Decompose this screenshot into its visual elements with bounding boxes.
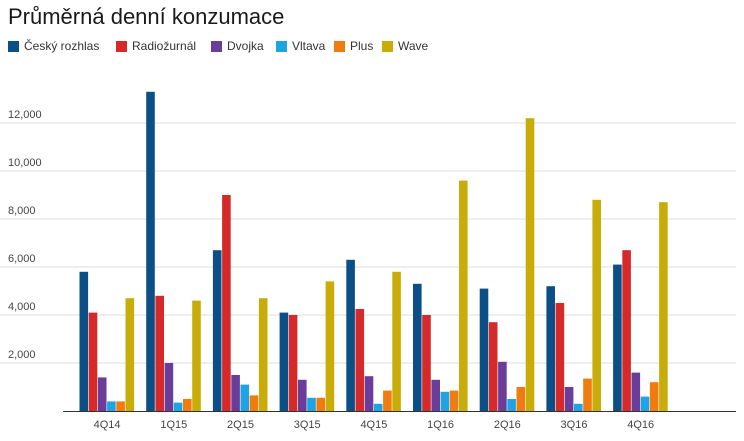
bar[interactable] (155, 295, 164, 411)
legend-label: Český rozhlas (24, 39, 100, 53)
bar[interactable] (383, 390, 392, 411)
x-tick-label: 1Q15 (160, 419, 187, 431)
bar[interactable] (525, 118, 535, 411)
bar[interactable] (183, 399, 192, 411)
bar[interactable] (258, 298, 268, 411)
bar[interactable] (488, 322, 498, 411)
y-tick-label: 10,000 (8, 157, 42, 169)
bar[interactable] (249, 395, 259, 411)
legend-swatch (382, 41, 393, 52)
bar[interactable] (622, 250, 631, 411)
legend-label: Plus (350, 39, 374, 53)
bar[interactable] (613, 264, 622, 411)
bar[interactable] (298, 379, 307, 411)
bar[interactable] (307, 397, 316, 411)
legend-swatch (116, 41, 127, 52)
legend-label: Dvojka (227, 39, 264, 53)
bar[interactable] (288, 315, 298, 411)
y-tick-label: 8,000 (8, 205, 36, 217)
bar[interactable] (449, 390, 459, 411)
bar[interactable] (479, 288, 489, 411)
bar[interactable] (422, 315, 431, 411)
bar[interactable] (431, 379, 440, 411)
legend-swatch (8, 41, 19, 52)
bar[interactable] (574, 403, 583, 411)
bar[interactable] (583, 378, 592, 411)
bar[interactable] (413, 283, 422, 411)
x-tick-label: 2Q16 (494, 419, 521, 431)
bar[interactable] (240, 384, 250, 411)
chart-title: Průměrná denní konzumace (8, 4, 285, 29)
legend-swatch (276, 41, 287, 52)
bar[interactable] (325, 281, 335, 411)
bar[interactable] (564, 387, 574, 411)
bar[interactable] (107, 401, 116, 411)
bar[interactable] (97, 377, 107, 411)
bar[interactable] (649, 382, 659, 411)
bar[interactable] (592, 199, 601, 411)
bar[interactable] (125, 298, 135, 411)
bar[interactable] (659, 202, 668, 411)
bar[interactable] (355, 309, 365, 411)
x-tick-label: 3Q16 (561, 419, 588, 431)
bar[interactable] (79, 271, 89, 411)
y-tick-label: 2,000 (8, 349, 36, 361)
bar[interactable] (346, 259, 355, 411)
legend-swatch (211, 41, 222, 52)
bar[interactable] (116, 401, 125, 411)
legend-swatch (334, 41, 345, 52)
x-tick-label: 4Q15 (360, 419, 387, 431)
y-tick-label: 4,000 (8, 301, 36, 313)
bar[interactable] (392, 271, 401, 411)
bar[interactable] (88, 312, 98, 411)
bar[interactable] (373, 403, 383, 411)
bar[interactable] (173, 402, 183, 411)
bar[interactable] (146, 91, 155, 412)
bar[interactable] (164, 363, 174, 411)
bar[interactable] (364, 376, 374, 411)
x-tick-label: 3Q15 (294, 419, 321, 431)
bar[interactable] (546, 286, 555, 411)
y-tick-label: 12,000 (8, 109, 42, 121)
y-tick-label: 6,000 (8, 253, 36, 265)
bar[interactable] (631, 372, 641, 411)
bar[interactable] (555, 303, 565, 411)
bar[interactable] (498, 361, 507, 411)
bar[interactable] (507, 399, 516, 411)
bar[interactable] (316, 397, 325, 411)
bar[interactable] (212, 250, 222, 411)
x-tick-label: 4Q16 (627, 419, 654, 431)
bar[interactable] (222, 195, 231, 411)
bar[interactable] (231, 375, 240, 411)
legend-label: Radiožurnál (132, 39, 197, 53)
bar[interactable] (516, 387, 526, 411)
legend-label: Vltava (292, 39, 326, 53)
legend-label: Wave (398, 39, 429, 53)
x-tick-label: 1Q16 (427, 419, 454, 431)
bar[interactable] (440, 391, 450, 411)
x-tick-label: 2Q15 (227, 419, 254, 431)
bar[interactable] (459, 180, 468, 411)
x-tick-label: 4Q14 (94, 419, 121, 431)
bar[interactable] (640, 396, 650, 411)
bar[interactable] (279, 312, 289, 411)
bar[interactable] (192, 300, 201, 411)
